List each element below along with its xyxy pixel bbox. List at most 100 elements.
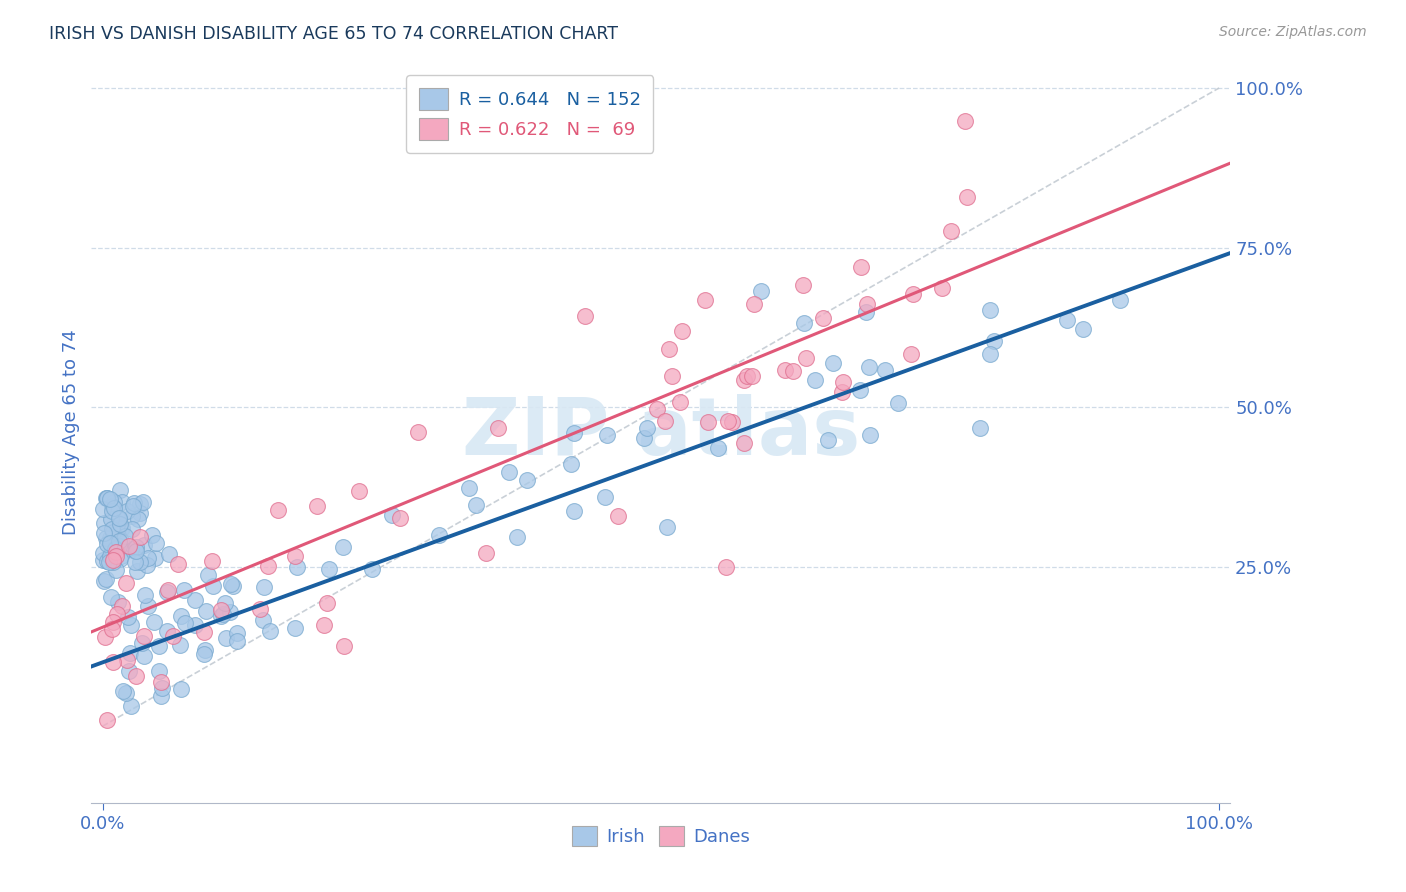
Point [257,559,280,574]
Point [142,615,165,630]
Point [793,316,815,330]
Point [97,555,120,569]
Point [108,539,131,553]
Point [108,511,131,525]
Point [749,284,772,298]
Point [931,280,953,294]
Point [209,609,232,624]
Point [103,494,125,508]
Point [831,384,853,399]
Point [105,607,128,622]
Point [811,310,834,325]
Point [107,532,129,546]
Point [574,310,596,324]
Point [218,606,240,620]
Point [121,522,143,536]
Point [252,613,274,627]
Point [143,551,166,566]
Point [856,297,879,311]
Point [108,533,131,548]
Point [96,537,118,551]
Point [108,483,131,497]
Point [201,579,224,593]
Point [118,646,141,660]
Point [100,512,122,526]
Point [669,394,692,409]
Point [721,415,744,429]
Point [427,528,450,542]
Point [406,425,429,440]
Point [162,629,184,643]
Point [184,618,207,632]
Point [91,546,114,560]
Point [115,576,138,591]
Point [714,560,737,574]
Point [707,441,730,455]
Y-axis label: Disability Age 65 to 74: Disability Age 65 to 74 [62,330,80,535]
Point [100,590,122,604]
Point [132,538,155,552]
Point [98,492,121,507]
Point [114,528,136,542]
Point [132,495,155,509]
Point [658,342,681,356]
Point [657,520,679,534]
Point [803,373,825,387]
Point [498,465,520,479]
Point [124,544,146,558]
Point [91,501,114,516]
Point [195,604,218,618]
Point [794,351,817,365]
Point [645,402,668,417]
Point [96,554,118,568]
Point [219,577,242,591]
Point [979,346,1001,360]
Point [1071,322,1094,336]
Point [956,190,979,204]
Point [741,369,763,384]
Point [215,631,238,645]
Point [169,639,191,653]
Point [361,562,384,576]
Point [717,414,740,428]
Point [124,555,146,569]
Point [607,508,630,523]
Point [110,549,132,564]
Point [96,491,118,506]
Point [562,503,585,517]
Point [121,509,143,524]
Point [197,567,219,582]
Point [98,536,121,550]
Point [129,506,152,520]
Point [125,564,148,578]
Point [134,588,156,602]
Point [141,527,163,541]
Point [101,615,124,629]
Point [101,499,124,513]
Point [104,563,127,577]
Point [562,426,585,441]
Point [333,639,356,653]
Point [135,558,157,572]
Point [475,546,498,560]
Point [1108,293,1130,307]
Point [104,545,127,559]
Point [174,615,197,630]
Point [253,580,276,594]
Point [381,508,404,522]
Point [332,540,354,554]
Point [156,585,179,599]
Point [148,639,170,653]
Point [121,500,143,514]
Point [149,689,172,703]
Point [103,501,125,516]
Point [212,607,235,621]
Point [979,303,1001,318]
Point [858,359,880,374]
Point [110,534,132,549]
Point [983,334,1005,348]
Point [91,552,114,566]
Point [100,535,122,549]
Point [157,547,180,561]
Point [214,596,236,610]
